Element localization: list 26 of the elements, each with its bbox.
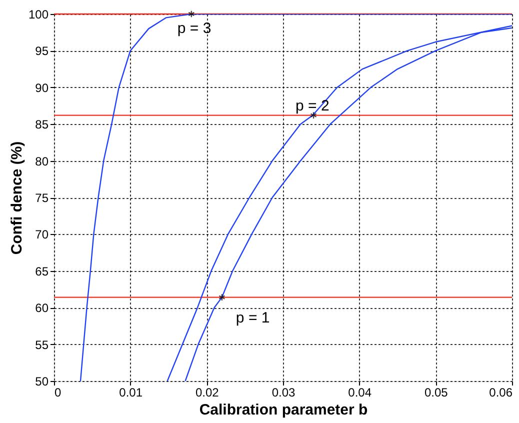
y-tick-label: 95	[35, 44, 49, 58]
point	[310, 112, 317, 120]
annotation: p = 2	[296, 97, 330, 114]
point	[188, 10, 195, 18]
y-tick-label: 55	[35, 338, 49, 352]
y-tick-label: 85	[35, 118, 49, 132]
x-tick-label: 0.01	[119, 386, 143, 400]
y-tick-label: 90	[35, 80, 49, 95]
x-tick-label: 0.02	[195, 386, 220, 400]
annotation: p = 1	[236, 309, 270, 326]
y-tick-label: 80	[35, 154, 49, 168]
y-tick-label: 65	[35, 264, 49, 278]
x-axis-title: Calibration parameter b	[199, 402, 368, 418]
y-tick-label: 60	[35, 301, 49, 316]
annotation: p = 3	[177, 20, 212, 37]
x-tick-label: 0	[54, 386, 62, 400]
point	[218, 294, 226, 302]
y-tick-label: 70	[35, 228, 49, 242]
x-tick-label: 0.04	[348, 386, 372, 400]
x-tick-label: 0.05	[424, 386, 448, 400]
x-tick-label: 0.06	[489, 386, 513, 400]
y-tick-label: 100	[28, 8, 49, 22]
x-tick-label: 0.03	[272, 386, 296, 400]
y-tick-label: 50	[35, 374, 49, 388]
y-axis-title: Confi dence (%)	[8, 141, 26, 255]
y-tick-label: 75	[35, 191, 49, 205]
